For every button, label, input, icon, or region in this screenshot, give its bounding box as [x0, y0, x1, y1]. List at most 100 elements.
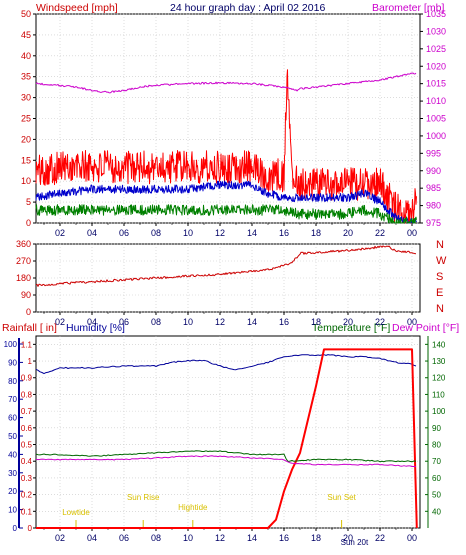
wind-xtick-label: 18	[311, 228, 321, 238]
rainfall-tick-label: 0.3	[21, 474, 33, 483]
barometer-tick-label: 1020	[426, 61, 446, 71]
direction-xtick-label: 12	[215, 317, 225, 327]
wind-xtick-label: 12	[215, 228, 225, 238]
rain-humidity-temperature-panel: 02 04 06 08 10 12 14 16 18 20 22 000102030405060708…	[4, 335, 446, 547]
humidity-tick-label: 20	[8, 487, 17, 496]
rainfall-tick-label: 0.8	[21, 390, 33, 399]
climate-xtick-label: 14	[247, 533, 257, 543]
temperature-tick-label: 120	[432, 374, 446, 383]
climate-xtick-label: 08	[151, 533, 161, 543]
direction-compass-label: E	[436, 287, 443, 299]
series-lull	[35, 204, 417, 224]
temperature-tick-label: 70	[432, 457, 441, 466]
rainfall-axis-label: Rainfall [ in]	[2, 322, 57, 334]
windspeed-tick-label: 25	[21, 114, 31, 124]
climate-xtick-label: 22	[375, 533, 385, 543]
dewpoint-axis-label: Dew Point [°F]	[392, 322, 459, 334]
wind-xtick-label: 10	[183, 228, 193, 238]
barometer-tick-label: 985	[426, 183, 441, 193]
temperature-tick-label: 60	[432, 474, 441, 483]
direction-compass-label: N	[436, 239, 444, 251]
series-average	[35, 180, 417, 224]
direction-tick-label: 360	[16, 239, 31, 249]
climate-xtick-label: 00	[407, 533, 417, 543]
direction-xtick-label: 18	[311, 317, 321, 327]
wind-xtick-label: 04	[87, 228, 97, 238]
direction-xtick-label: 16	[279, 317, 289, 327]
direction-compass-label: N	[436, 303, 444, 315]
direction-xtick-label: 00	[407, 317, 417, 327]
series-barometer	[35, 72, 417, 94]
barometer-tick-label: 980	[426, 201, 441, 211]
rainfall-tick-label: 0.1	[21, 507, 33, 516]
annotation-label: Sun Set	[327, 493, 356, 502]
series-dew-point	[35, 455, 417, 468]
windspeed-tick-label: 30	[21, 93, 31, 103]
humidity-tick-label: 60	[8, 414, 17, 423]
direction-xtick-label: 04	[87, 317, 97, 327]
barometer-tick-label: 1015	[426, 79, 446, 89]
climate-xtick-label: 04	[87, 533, 97, 543]
wind-xtick-label: 20	[343, 228, 353, 238]
temperature-tick-label: 130	[432, 357, 446, 366]
barometer-tick-label: 990	[426, 166, 441, 176]
direction-xtick-label: 08	[151, 317, 161, 327]
windspeed-tick-label: 50	[21, 9, 31, 19]
humidity-tick-label: 0	[13, 524, 18, 533]
rainfall-tick-label: 0.9	[21, 374, 33, 383]
wind-xtick-label: 06	[119, 228, 129, 238]
barometer-tick-label: 995	[426, 148, 441, 158]
direction-tick-label: 180	[16, 273, 31, 283]
windspeed-tick-label: 15	[21, 155, 31, 165]
rainfall-tick-label: 0.5	[21, 441, 33, 450]
direction-tick-label: 0	[26, 307, 31, 317]
humidity-tick-label: 70	[8, 395, 17, 404]
temperature-tick-label: 110	[432, 390, 445, 399]
humidity-tick-label: 40	[8, 450, 17, 459]
windspeed-tick-label: 0	[26, 218, 31, 228]
direction-xtick-label: 10	[183, 317, 193, 327]
climate-frame	[35, 335, 421, 529]
wind-xtick-label: 00	[407, 228, 417, 238]
temperature-tick-label: 140	[432, 340, 446, 349]
windspeed-tick-label: 35	[21, 72, 31, 82]
temperature-axis-label: Temperature [°F]	[312, 322, 390, 334]
windspeed-axis-label: Windspeed [mph]	[36, 2, 118, 14]
windspeed-tick-label: 10	[21, 176, 31, 186]
humidity-tick-label: 90	[8, 358, 17, 367]
rainfall-tick-label: 0.7	[21, 407, 33, 416]
rainfall-tick-label: 0.4	[21, 457, 33, 466]
barometer-axis-label: Barometer [mb]	[372, 2, 444, 14]
series-humidity	[35, 354, 417, 375]
humidity-tick-label: 10	[8, 506, 17, 515]
climate-xtick-label: 18	[311, 533, 321, 543]
direction-compass-label: W	[436, 255, 447, 267]
graph-title: 24 hour graph day : April 02 2016	[170, 2, 325, 14]
barometer-tick-label: 1010	[426, 96, 446, 106]
rainfall-tick-label: 1.1	[21, 340, 33, 349]
series-gust	[35, 69, 417, 224]
barometer-tick-label: 975	[426, 218, 441, 228]
direction-xtick-label: 02	[55, 317, 65, 327]
humidity-tick-label: 50	[8, 432, 17, 441]
barometer-tick-label: 1025	[426, 44, 446, 54]
climate-xtick-label: 20	[343, 533, 353, 543]
annotation-label: Sun Rise	[127, 493, 160, 502]
direction-xtick-label: 22	[375, 317, 385, 327]
humidity-tick-label: 100	[4, 340, 18, 349]
annotation-label: Lowtide	[62, 508, 90, 517]
direction-compass-label: S	[436, 271, 443, 283]
barometer-tick-label: 1030	[426, 26, 446, 36]
wind-xtick-label: 08	[151, 228, 161, 238]
windspeed-tick-label: 5	[26, 197, 31, 207]
rainfall-tick-label: 1	[28, 357, 33, 366]
humidity-tick-label: 80	[8, 377, 17, 386]
series-temperature	[35, 450, 417, 463]
wind-xtick-label: 02	[55, 228, 65, 238]
humidity-tick-label: 30	[8, 469, 17, 478]
barometer-tick-label: 1005	[426, 114, 446, 124]
humidity-axis-label: Humidity [%]	[66, 322, 125, 334]
temperature-tick-label: 50	[432, 491, 441, 500]
